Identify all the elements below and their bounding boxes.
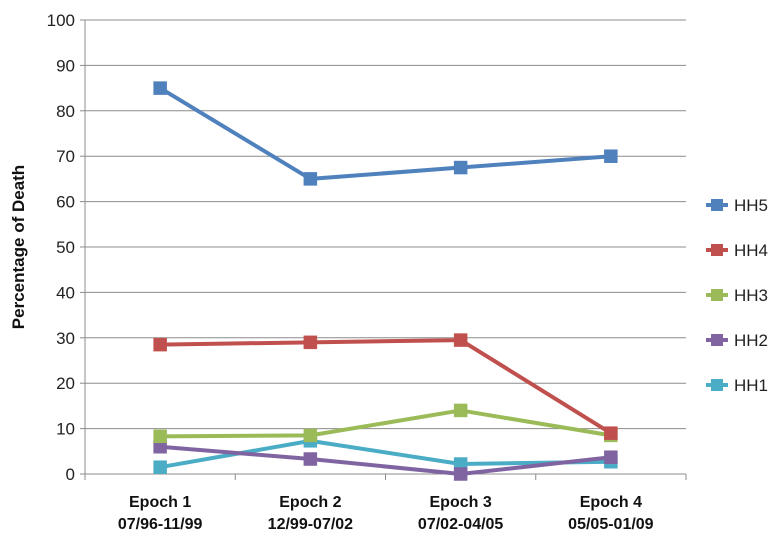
- y-tick-label: 90: [56, 56, 75, 75]
- x-category-sublabel: 05/05-01/09: [568, 516, 654, 533]
- series-line-hh5: [159, 86, 612, 181]
- y-tick-label: 60: [56, 193, 75, 212]
- data-point-hh4: [453, 333, 468, 347]
- series-group: [153, 81, 618, 481]
- y-tick-label: 10: [56, 420, 75, 439]
- x-category-sublabel: 07/02-04/05: [418, 516, 504, 533]
- y-tick-label: 20: [56, 374, 75, 393]
- data-point-hh3: [303, 428, 318, 443]
- x-category-labels: Epoch 1 07/96-11/99 Epoch 2 12/99-07/02 Epoc…: [118, 494, 654, 533]
- series-line-hh4: [160, 338, 612, 435]
- data-point-hh4: [303, 335, 318, 350]
- y-tick-label: 80: [56, 102, 75, 121]
- x-category-sublabel: 07/96-11/99: [118, 516, 203, 533]
- x-category-label: Epoch 1: [129, 494, 191, 511]
- axes: [80, 19, 687, 480]
- x-category-label: Epoch 2: [279, 494, 341, 511]
- series-line-hh2: [159, 444, 612, 476]
- data-point-hh5: [153, 81, 167, 95]
- y-tick-label: 70: [56, 147, 75, 166]
- data-point-hh4: [153, 337, 167, 352]
- legend-label: HH2: [734, 331, 768, 350]
- data-point-hh5: [453, 160, 468, 175]
- legend-label: HH5: [734, 196, 768, 215]
- legend-swatch-marker: [711, 334, 723, 346]
- legend-swatch-marker: [711, 199, 723, 211]
- legend-swatch-marker: [711, 289, 723, 301]
- y-tick-labels: 0 10 20 30 40 50 60 70 80 90 100: [47, 11, 75, 484]
- y-tick-label: 100: [47, 11, 75, 30]
- data-point-hh5: [604, 149, 618, 163]
- data-point-hh4: [604, 426, 618, 440]
- legend: HH5 HH4 HH3 HH2 HH1: [706, 196, 768, 395]
- y-tick-label: 0: [66, 465, 75, 484]
- legend-label: HH4: [734, 241, 768, 260]
- legend-label: HH1: [734, 376, 768, 395]
- y-tick-label: 40: [56, 283, 75, 302]
- data-point-hh2: [303, 452, 318, 466]
- gridlines: [85, 19, 686, 430]
- data-point-hh5: [303, 172, 318, 186]
- y-axis-label: Percentage of Death: [9, 165, 28, 329]
- series-line-hh3: [160, 408, 612, 439]
- y-tick-label: 30: [56, 329, 75, 348]
- legend-swatch-marker: [711, 244, 723, 256]
- data-point-hh3: [153, 429, 167, 444]
- x-category-label: Epoch 4: [580, 494, 642, 511]
- data-point-hh2: [604, 450, 618, 464]
- legend-label: HH3: [734, 286, 768, 305]
- data-point-hh2: [453, 467, 468, 481]
- x-category-label: Epoch 3: [430, 494, 492, 511]
- legend-swatch-marker: [711, 379, 723, 391]
- data-point-hh1: [153, 460, 167, 474]
- y-tick-label: 50: [56, 238, 75, 257]
- x-category-sublabel: 12/99-07/02: [268, 516, 354, 533]
- data-point-hh3: [453, 403, 468, 418]
